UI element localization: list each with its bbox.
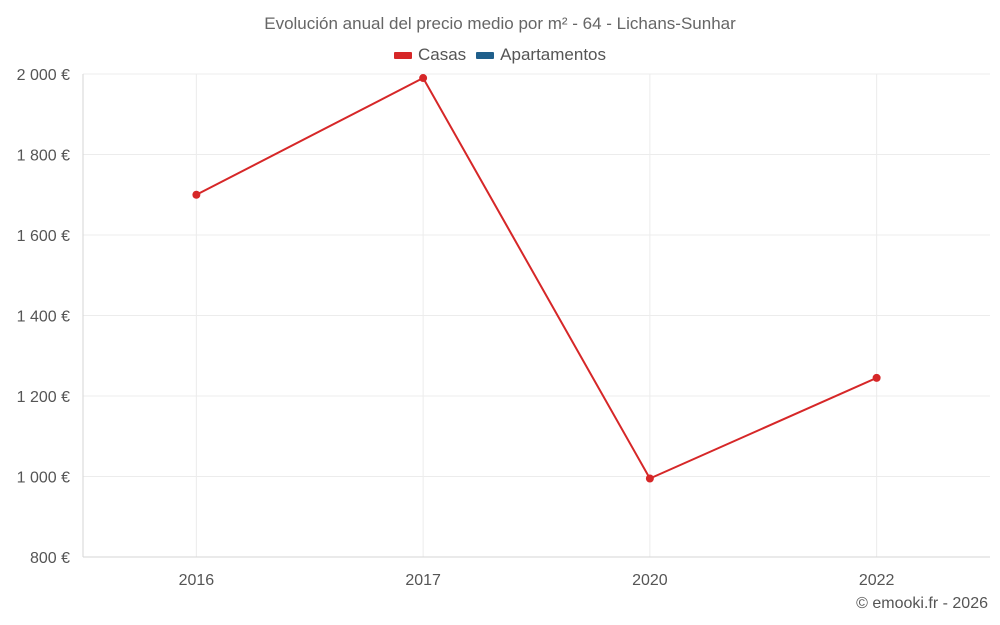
legend-item-apartamentos[interactable]: Apartamentos bbox=[476, 45, 606, 65]
x-tick-label: 2016 bbox=[179, 572, 215, 589]
x-tick-label: 2017 bbox=[405, 572, 441, 589]
y-tick-label: 1 000 € bbox=[17, 470, 70, 487]
copyright-credit: © emooki.fr - 2026 bbox=[856, 595, 988, 612]
chart-legend: Casas Apartamentos bbox=[0, 45, 1000, 65]
y-tick-label: 1 600 € bbox=[17, 228, 70, 245]
data-point-casas bbox=[872, 373, 881, 382]
data-point-casas bbox=[645, 474, 654, 483]
legend-item-casas[interactable]: Casas bbox=[393, 45, 467, 65]
data-point-casas bbox=[192, 190, 201, 199]
y-tick-label: 1 400 € bbox=[17, 309, 70, 326]
x-tick-label: 2022 bbox=[859, 572, 895, 589]
y-tick-label: 1 800 € bbox=[17, 148, 70, 165]
legend-swatch-apartamentos bbox=[476, 51, 495, 59]
chart-title: Evolución anual del precio medio por m² … bbox=[264, 14, 736, 33]
series-line-casas bbox=[195, 77, 878, 480]
x-tick-label: 2020 bbox=[632, 572, 668, 589]
legend-label-casas: Casas bbox=[417, 45, 467, 64]
y-tick-label: 2 000 € bbox=[17, 67, 70, 84]
y-tick-label: 1 200 € bbox=[17, 389, 70, 406]
legend-swatch-casas bbox=[393, 51, 412, 59]
y-tick-label: 800 € bbox=[30, 550, 70, 567]
legend-label-apartamentos: Apartamentos bbox=[500, 45, 607, 64]
data-point-casas bbox=[419, 74, 428, 83]
